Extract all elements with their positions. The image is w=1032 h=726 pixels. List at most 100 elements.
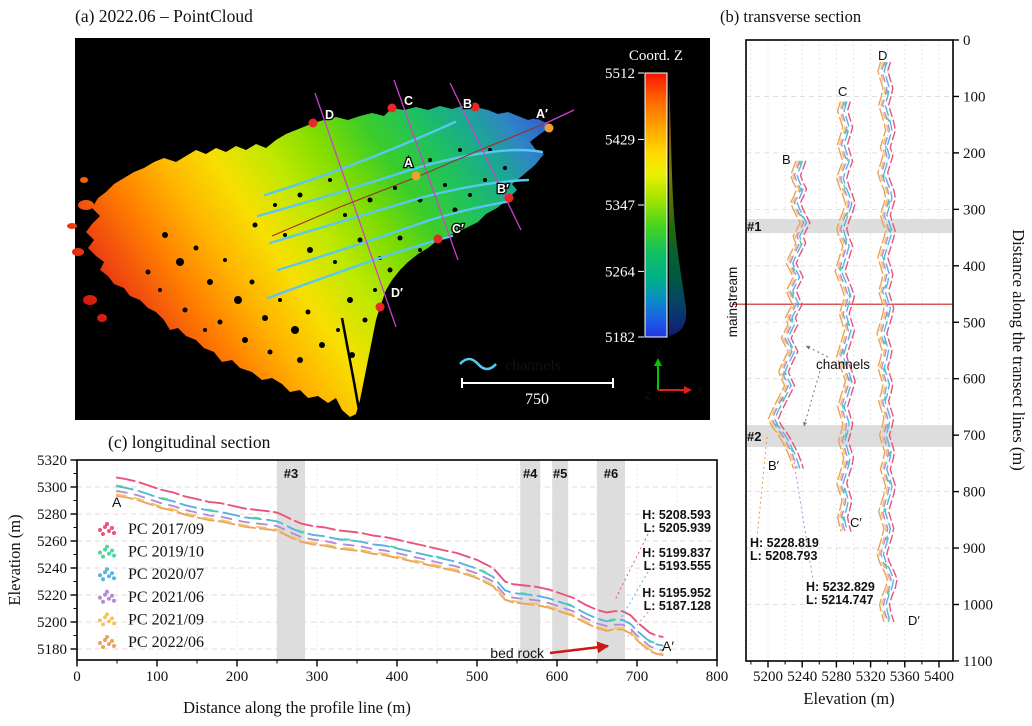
bedrock-arrow [549, 641, 610, 655]
legend-marker-dot [101, 554, 105, 559]
transect-markers: D C B A′ A B′ C′ D′ [308, 93, 554, 312]
crevasse-hole [267, 349, 273, 355]
crevasse-hole [349, 352, 355, 358]
high-low-annotation: L: 5205.939 [644, 521, 711, 535]
legend-item-label: PC 2021/06 [128, 589, 204, 606]
y-tick-label: 1100 [963, 654, 992, 670]
transect-line-dd [314, 92, 397, 328]
legend-marker-dot [103, 570, 107, 575]
profile-PC-2021-09 [116, 493, 664, 655]
legend-marker-dot [107, 619, 111, 624]
legend-marker-dot [112, 621, 116, 626]
legend-marker-dot [103, 525, 107, 529]
glacier-surface [86, 106, 552, 417]
crevasse-hole [387, 267, 393, 273]
transect-profile-PC-2017-09 [777, 160, 811, 469]
legend-marker-dot [105, 567, 109, 572]
crevasse-hole [483, 178, 487, 182]
transect-start-label: C [838, 84, 847, 99]
panel-c-ylabel: Elevation (m) [5, 514, 24, 605]
panel-b-title: (b) transverse section [720, 7, 861, 26]
transect-start-label: D [878, 48, 887, 63]
x-tick-label: 500 [466, 669, 489, 685]
crevasse-hole [328, 178, 332, 182]
glacier-crack [340, 317, 361, 411]
highlight-band [597, 460, 625, 660]
legend-marker-dot [107, 529, 111, 533]
annotation-leader [627, 611, 649, 637]
crevasse-hole [297, 192, 303, 198]
crevasse-hole [252, 222, 258, 228]
transect-endpoint-dot [375, 302, 385, 312]
high-low-annotation: H: 5195.952 [642, 586, 711, 600]
transect-endpoint-label: A [404, 156, 413, 170]
crevasse-hole [443, 183, 447, 187]
high-low-annotation: L: 5208.793 [750, 549, 817, 563]
high-low-annotation: L: 5193.555 [644, 559, 711, 573]
colorbar-ticks: 5512 5429 5347 5264 5182 [605, 66, 644, 346]
crevasse-hole [468, 193, 472, 197]
crevasse-hole [452, 207, 458, 213]
crevasse-hole [291, 326, 299, 334]
y-tick-label: 300 [963, 202, 986, 218]
crevasse-hole [162, 232, 168, 238]
y-tick-label: 600 [963, 372, 986, 388]
y-tick-label: 5180 [37, 642, 67, 658]
legend-marker-dot [107, 642, 111, 646]
legend-marker-dot [110, 526, 114, 530]
channels-legend: channels [459, 357, 561, 374]
channel-lines [256, 120, 544, 300]
transect-endpoint-label: C [404, 94, 413, 108]
y-tick-label: 0 [963, 33, 971, 49]
legend-marker-dot [103, 592, 107, 597]
x-tick-label: 200 [226, 669, 249, 685]
crevasse-hole [193, 245, 199, 251]
colorbar-tick-label: 5347 [605, 198, 636, 214]
transect-end-label: D′ [908, 613, 920, 628]
band-label: #2 [747, 429, 761, 444]
crevasse-hole [234, 296, 242, 304]
legend-marker-dot [110, 548, 114, 553]
glacier-west-blobs [67, 177, 107, 322]
band-label: #5 [553, 466, 567, 481]
transect-profile-PC-2019-10 [839, 101, 852, 532]
transect-line-aa-extension [543, 109, 575, 125]
legend-marker-dot [105, 544, 109, 549]
y-tick-label: 5280 [37, 507, 67, 523]
crevasse-hole [145, 269, 151, 275]
transect-profile-PC-2021-09 [769, 160, 803, 469]
panel-b-ylabel: Distance along the transect lines (m) [1009, 229, 1028, 470]
band-label: #6 [604, 466, 618, 481]
transect-profile-PC-2020-07 [882, 61, 895, 623]
elevation-histogram [669, 78, 687, 336]
transect-endpoint-dot [387, 103, 397, 113]
annotation-leader [756, 436, 768, 539]
colorbar-gradient [644, 72, 668, 338]
crevasse-hole [418, 248, 422, 252]
legend-marker-dot [98, 573, 102, 578]
legend-marker-dot [103, 615, 107, 620]
legend-item-label: PC 2022/06 [128, 634, 204, 651]
transect-endpoint-dot [470, 102, 480, 112]
y-tick-label: 900 [963, 541, 986, 557]
legend-marker-dot [110, 571, 114, 576]
axes-frame [745, 39, 954, 662]
y-tick-label: 5300 [37, 480, 67, 496]
plot-area [746, 40, 953, 661]
colorbar-title: Coord. Z [629, 48, 683, 64]
annotation-leader [793, 461, 815, 587]
y-tick-label: 5200 [37, 615, 67, 631]
legend-marker-dot [103, 638, 107, 642]
crevasse-hole [305, 309, 311, 315]
crevasse-hole [297, 357, 303, 363]
highlight-band [746, 218, 953, 234]
scale-bar-label: 750 [525, 391, 549, 408]
y-tick-label: 5320 [37, 453, 67, 469]
transect-endpoint-label: B′ [497, 182, 509, 196]
crevasse-hole [182, 307, 188, 313]
colorbar-tick-label: 5512 [605, 66, 635, 82]
transect-profile-PC-2022-06 [834, 101, 847, 532]
panel-c-title: (c) longitudinal section [108, 432, 271, 452]
crevasse-hole [397, 235, 403, 241]
